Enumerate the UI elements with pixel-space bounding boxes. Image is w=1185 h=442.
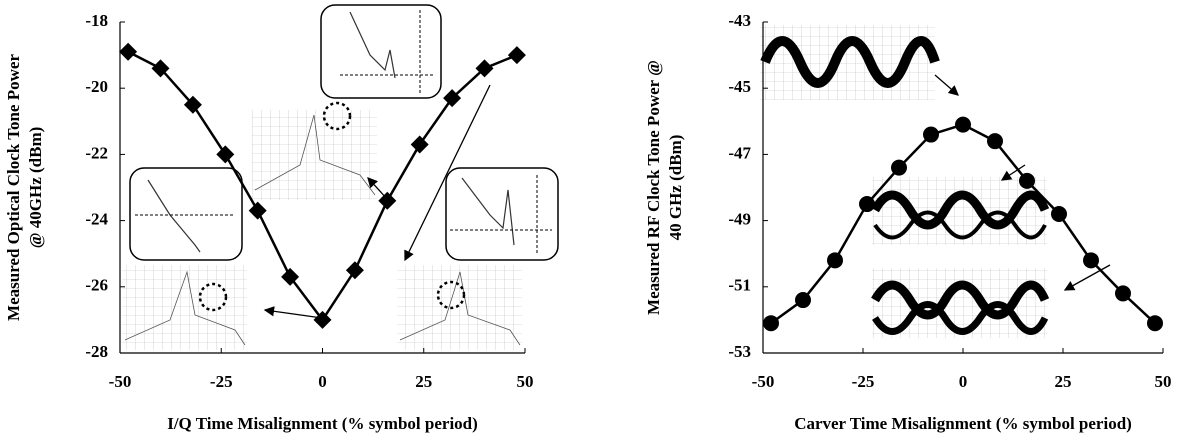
x-tick-label: -50 [109,372,132,391]
y-tick-label: -51 [728,276,751,295]
y-tick-label: -53 [728,342,751,361]
y-tick-label: -22 [85,143,108,162]
y-axis-title: @ 40GHz (dBm) [26,127,45,249]
spectrum-inset [122,265,247,350]
figure: -28 -26 -24 -22 -20 -18 -50 -25 0 25 50 I/Q Time Mi… [0,0,1185,442]
x-tick-label: 0 [959,372,968,391]
y-axis-title: 40 GHz (dBm) [666,135,685,241]
y-tick-label: -18 [85,11,108,30]
y-tick-label: -24 [85,210,108,229]
x-tick-label: -25 [852,372,875,391]
x-tick-label: 50 [517,372,534,391]
x-axis-title: I/Q Time Misalignment (% symbol period) [167,414,478,433]
insets [122,5,1110,350]
x-tick-label: 0 [318,372,327,391]
zoom-callout [321,5,441,98]
data-point [378,192,396,210]
y-tick-label: -26 [85,276,108,295]
data-point [955,117,971,133]
data-point [1083,252,1099,268]
data-point [891,160,907,176]
data-point [411,135,429,153]
y-tick-label: -45 [728,77,751,96]
data-point [1051,206,1067,222]
data-point [987,133,1003,149]
data-point [923,127,939,143]
x-tick-label: -50 [752,372,775,391]
y-tick-label: -43 [728,11,751,30]
x-tick-label: 25 [1055,372,1072,391]
y-tick-label: -28 [85,342,108,361]
data-point [508,46,526,64]
spectrum-inset [252,110,377,200]
zoom-callout [130,168,242,260]
data-point [216,145,234,163]
y-axis-title: Measured RF Clock Tone Power @ [644,60,663,315]
spectrum-inset [397,265,522,350]
y-tick-label: -49 [728,210,751,229]
data-point [859,196,875,212]
x-tick-label: 50 [1155,372,1172,391]
x-axis-title: Carver Time Misalignment (% symbol perio… [794,414,1132,433]
x-tick-label: -25 [210,372,233,391]
data-point [1147,315,1163,331]
data-point [249,202,267,220]
data-point [795,292,811,308]
data-point [827,252,843,268]
y-tick-label: -20 [85,77,108,96]
data-point [1019,173,1035,189]
data-point [763,315,779,331]
zoom-callout [446,168,558,260]
data-point [346,261,364,279]
data-point [119,43,137,61]
data-point [1115,285,1131,301]
y-tick-label: -47 [728,143,751,162]
x-tick-label: 25 [415,372,432,391]
y-axis-title: Measured Optical Clock Tone Power [4,54,23,321]
